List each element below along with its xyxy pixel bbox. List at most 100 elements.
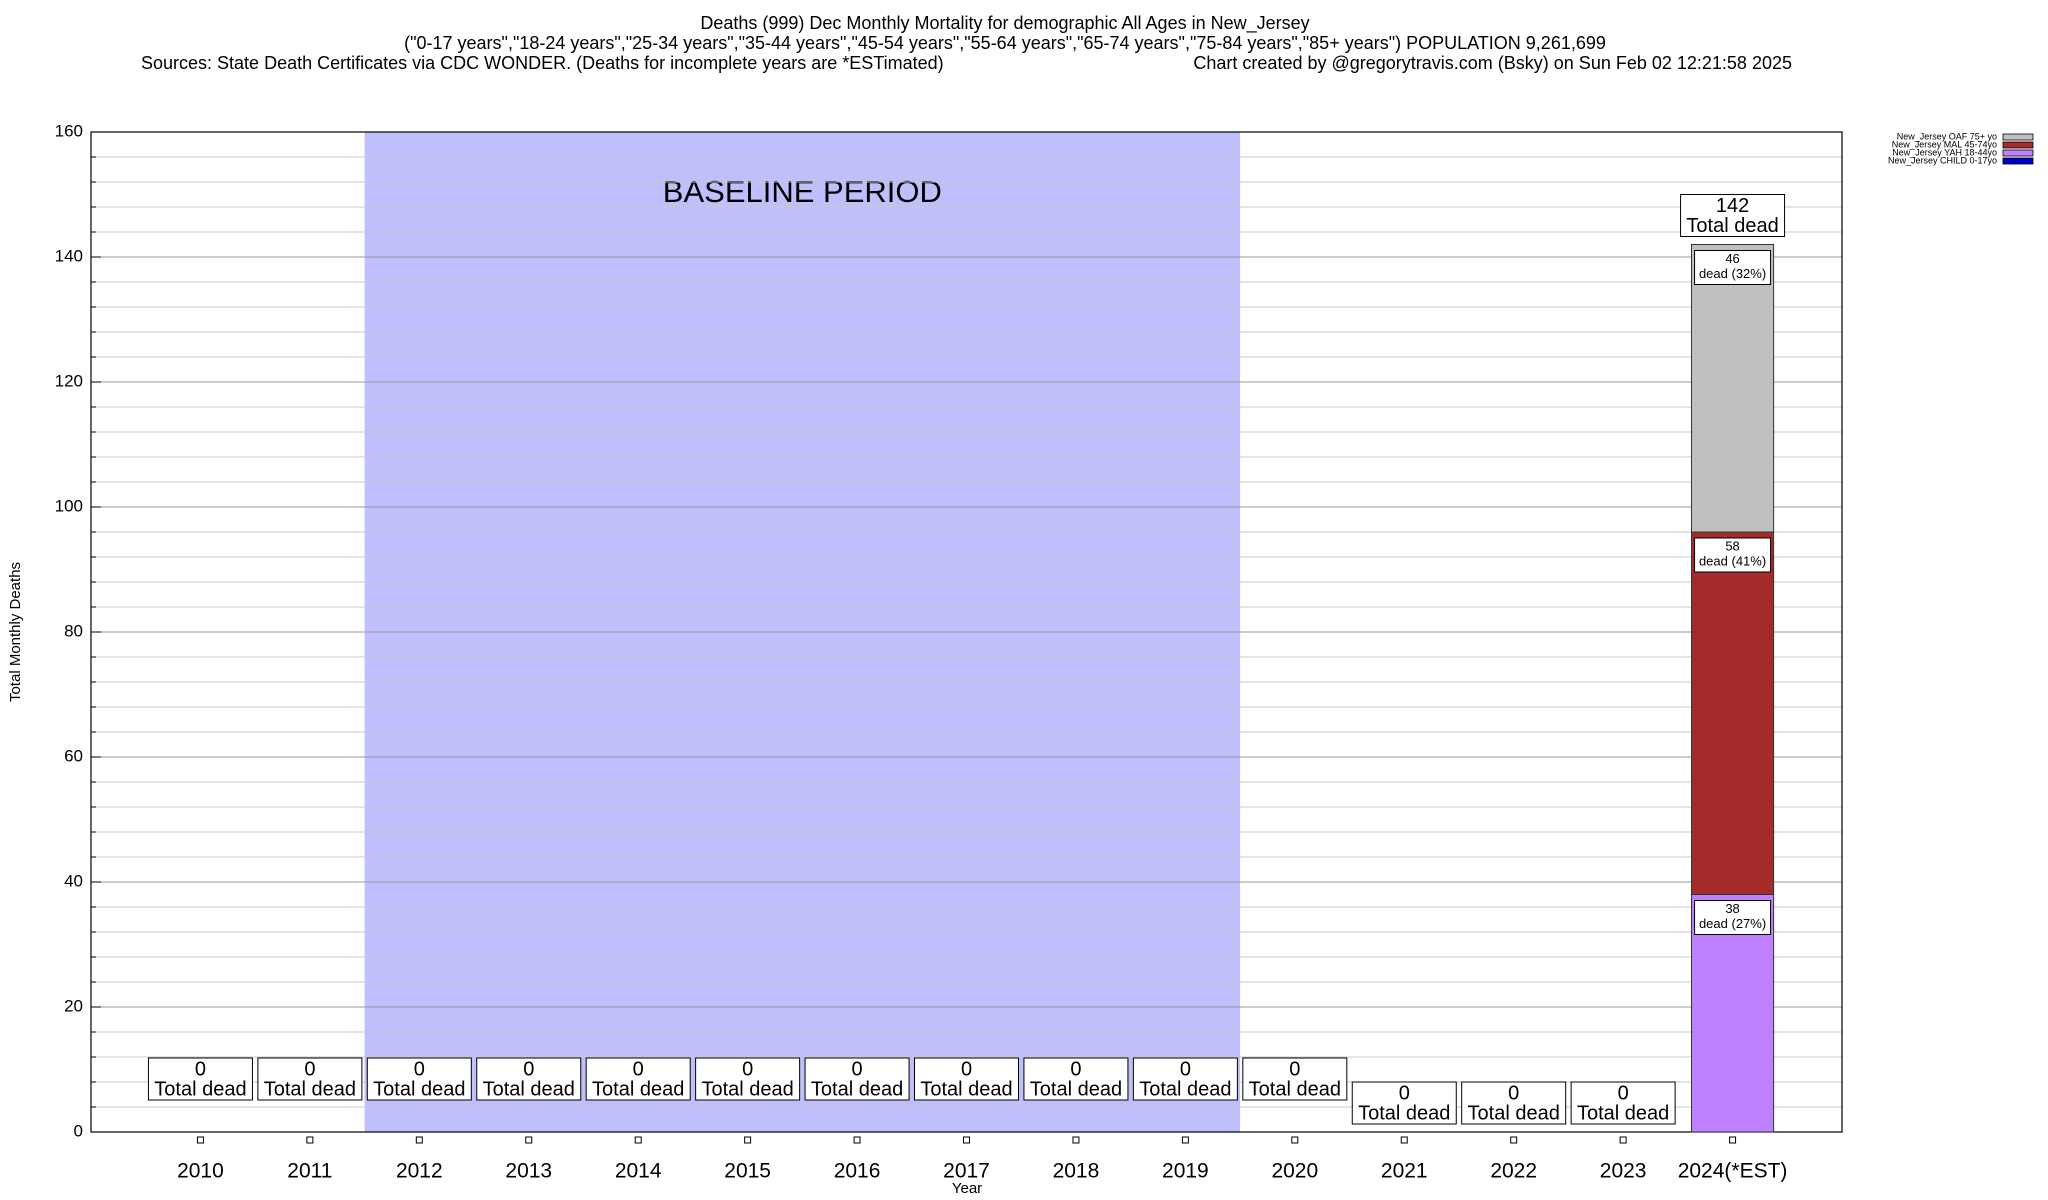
category-marker [306, 1136, 314, 1144]
segment-label-box [1694, 900, 1772, 935]
category-marker [415, 1136, 423, 1144]
total-label: Total dead [1358, 1102, 1450, 1124]
x-axis-label: Year [952, 1180, 982, 1197]
category-marker [1291, 1136, 1299, 1144]
total-value-label: 0 [1289, 1058, 1300, 1080]
total-label: Total dead [1686, 215, 1778, 237]
total-label: Total dead [1577, 1102, 1669, 1124]
total-label: Total dead [920, 1078, 1012, 1100]
segment-value-label: 46 [1725, 251, 1739, 266]
baseline-label: BASELINE PERIOD [663, 174, 942, 209]
x-tick-label: 2017 [943, 1160, 990, 1183]
segment-label-box [1694, 250, 1772, 285]
y-tick-label: 100 [55, 496, 83, 515]
total-value-label: 0 [1508, 1082, 1519, 1104]
total-label: Total dead [483, 1078, 575, 1100]
legend-label: New_Jersey MAL 45-74yo [1892, 139, 1997, 149]
category-marker [196, 1136, 204, 1144]
plot-frame [90, 131, 1843, 1133]
total-value-label: 0 [1070, 1058, 1081, 1080]
x-tick-label: 2023 [1600, 1160, 1647, 1183]
y-tick-label: 140 [55, 246, 83, 265]
x-tick-label: 2020 [1271, 1160, 1318, 1183]
total-value-label: 0 [742, 1058, 753, 1080]
y-tick-label: 40 [64, 871, 83, 890]
total-label: Total dead [701, 1078, 793, 1100]
total-label: Total dead [1468, 1102, 1560, 1124]
legend-swatch [2002, 157, 2034, 165]
x-tick-label: 2014 [615, 1160, 662, 1183]
total-label-box [695, 1057, 801, 1101]
category-marker [1400, 1136, 1408, 1144]
y-tick-label: 20 [64, 996, 83, 1015]
total-value-label: 142 [1716, 195, 1749, 217]
total-label-box [1351, 1081, 1457, 1125]
total-label-box [914, 1057, 1019, 1101]
x-tick-label: 2016 [834, 1160, 881, 1183]
total-label: Total dead [811, 1078, 903, 1100]
total-label-box [585, 1057, 691, 1101]
legend-swatch [2002, 149, 2034, 157]
x-tick-label: 2012 [396, 1160, 443, 1183]
segment-value-label: 38 [1725, 901, 1739, 916]
x-tick-label: 2013 [505, 1160, 552, 1183]
category-marker [525, 1136, 533, 1144]
total-value-label: 0 [414, 1058, 425, 1080]
total-label-box [147, 1057, 253, 1101]
total-value-label: 0 [523, 1058, 534, 1080]
y-axis-label: Total Monthly Deaths [7, 562, 24, 702]
category-marker [634, 1136, 642, 1144]
total-value-label: 0 [633, 1058, 644, 1080]
total-label-box [476, 1057, 582, 1101]
total-label-box [1242, 1057, 1348, 1101]
total-value-label: 0 [195, 1058, 206, 1080]
category-marker [1729, 1136, 1737, 1144]
y-tick-label: 0 [74, 1121, 83, 1140]
total-label: Total dead [592, 1078, 684, 1100]
x-tick-label: 2024(*EST) [1678, 1160, 1788, 1183]
total-value-label: 0 [961, 1058, 972, 1080]
total-value-label: 0 [1399, 1082, 1410, 1104]
total-label-box [1570, 1081, 1676, 1125]
y-tick-label: 160 [55, 121, 83, 140]
category-marker [963, 1136, 970, 1144]
chart-source: Sources: State Death Certificates via CD… [141, 53, 944, 73]
legend-label: New_Jersey OAF 75+ yo [1897, 131, 1997, 141]
segment-share-label: dead (27%) [1699, 916, 1766, 931]
y-tick-label: 80 [64, 621, 83, 640]
total-label-box [1132, 1057, 1238, 1101]
total-label-box [1680, 194, 1786, 237]
total-label: Total dead [1249, 1078, 1341, 1100]
total-label-box [366, 1057, 472, 1101]
total-label: Total dead [373, 1078, 465, 1100]
total-label: Total dead [154, 1078, 246, 1100]
legend-label: New_Jersey CHILD 0-17yo [1888, 155, 1997, 165]
category-marker [1510, 1136, 1518, 1144]
bar-segment [1691, 531, 1775, 895]
total-label: Total dead [1139, 1078, 1231, 1100]
segment-label-box [1694, 537, 1772, 573]
y-tick-label: 120 [55, 371, 83, 390]
legend-label: New_Jersey YAH 18-44yo [1892, 147, 1997, 157]
segment-share-label: dead (41%) [1699, 553, 1766, 568]
x-tick-label: 2015 [724, 1160, 771, 1183]
category-marker [1072, 1136, 1080, 1144]
total-label-box [804, 1057, 910, 1101]
x-tick-label: 2021 [1381, 1160, 1428, 1183]
total-label-box [1023, 1057, 1129, 1101]
total-label-box [257, 1057, 363, 1101]
total-value-label: 0 [852, 1058, 863, 1080]
total-label-box [1461, 1081, 1567, 1125]
x-tick-label: 2019 [1162, 1160, 1209, 1183]
chart-subtitle: ("0-17 years","18-24 years","25-34 years… [404, 33, 1606, 53]
total-value-label: 0 [1180, 1058, 1191, 1080]
category-marker [1181, 1136, 1189, 1144]
x-tick-label: 2010 [177, 1160, 224, 1183]
x-tick-label: 2018 [1053, 1160, 1100, 1183]
category-marker [1619, 1136, 1627, 1144]
bar-segment [1691, 244, 1775, 533]
total-value-label: 0 [1618, 1082, 1629, 1104]
legend-swatch [2002, 133, 2034, 141]
legend-swatch [2002, 141, 2034, 149]
